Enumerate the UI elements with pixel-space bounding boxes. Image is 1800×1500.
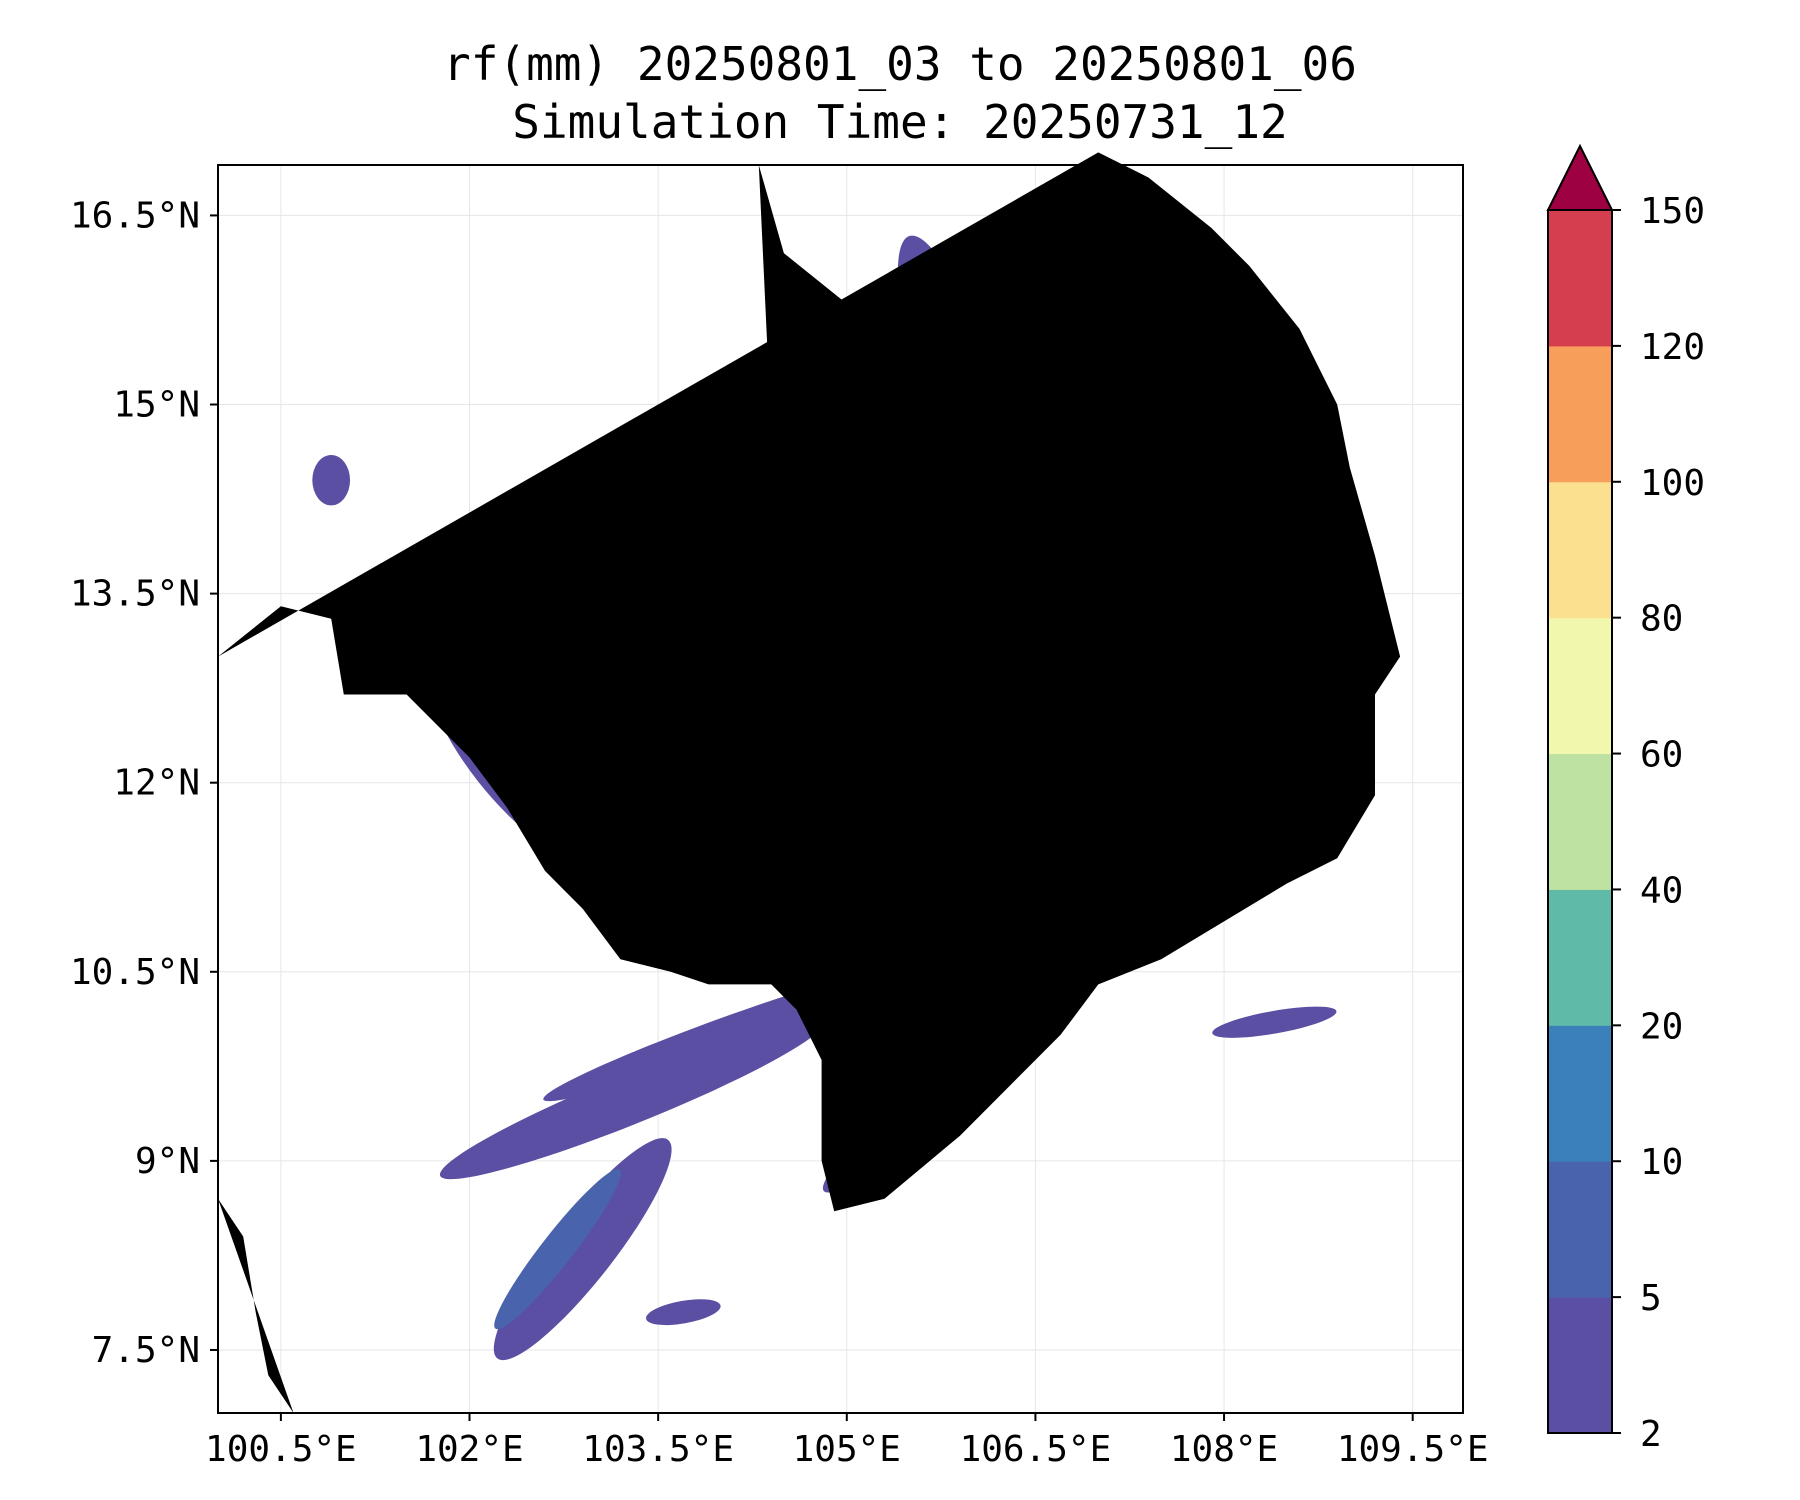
colorbar-segment [1548, 1161, 1612, 1298]
y-tick-label: 10.5°N [70, 952, 200, 993]
colorbar-segment [1548, 617, 1612, 755]
colorbar-segment [1548, 210, 1612, 347]
colorbar-tick-label: 5 [1640, 1278, 1662, 1319]
x-tick-label: 106.5°E [960, 1429, 1112, 1470]
colorbar-tick-label: 40 [1640, 870, 1683, 911]
colorbar-segment [1548, 1025, 1612, 1162]
colorbar-segment [1548, 1297, 1612, 1434]
colorbar-frame [1547, 209, 1613, 1434]
colorbar-tick-label: 2 [1640, 1414, 1662, 1455]
colorbar-tick-label: 100 [1640, 463, 1705, 504]
colorbar-segment [1548, 345, 1612, 483]
colorbar-segment [1548, 753, 1612, 890]
colorbar-segment [1548, 889, 1612, 1026]
y-tick-label: 16.5°N [70, 195, 200, 236]
y-tick-label: 7.5°N [92, 1330, 200, 1371]
x-tick-label: 100.5°E [205, 1429, 357, 1470]
colorbar-segment [1548, 481, 1612, 619]
y-tick-label: 13.5°N [70, 574, 200, 615]
x-tick-label: 105°E [793, 1429, 901, 1470]
y-tick-label: 12°N [113, 763, 200, 804]
colorbar-tick-label: 10 [1640, 1142, 1683, 1183]
colorbar-tick-label: 80 [1640, 599, 1683, 640]
plot-frame [217, 164, 1464, 1414]
colorbar-extend-arrow [1546, 143, 1614, 211]
chart-subtitle: Simulation Time: 20250731_12 [512, 95, 1288, 149]
y-tick-label: 9°N [135, 1141, 200, 1182]
rainfall-area [494, 1169, 621, 1330]
rainfall-area [646, 1299, 721, 1326]
rainfall-area [312, 454, 351, 506]
x-tick-label: 103.5°E [582, 1429, 734, 1470]
rainfall-area [493, 1138, 672, 1361]
chart-title: rf(mm) 20250801_03 to 20250801_06 [443, 37, 1357, 91]
colorbar-tick-label: 120 [1640, 327, 1705, 368]
coastline [218, 1198, 294, 1413]
border [758, 165, 1174, 972]
y-tick-label: 15°N [113, 385, 200, 426]
colorbar-tick-label: 60 [1640, 735, 1683, 776]
colorbar-tick-label: 20 [1640, 1006, 1683, 1047]
x-tick-label: 102°E [415, 1429, 523, 1470]
x-tick-label: 109.5°E [1337, 1429, 1489, 1470]
x-tick-label: 108°E [1170, 1429, 1278, 1470]
colorbar-tick-label: 150 [1640, 191, 1705, 232]
rainfall-area [439, 1016, 827, 1180]
border [343, 480, 872, 644]
rainfall-area [1212, 1006, 1337, 1038]
